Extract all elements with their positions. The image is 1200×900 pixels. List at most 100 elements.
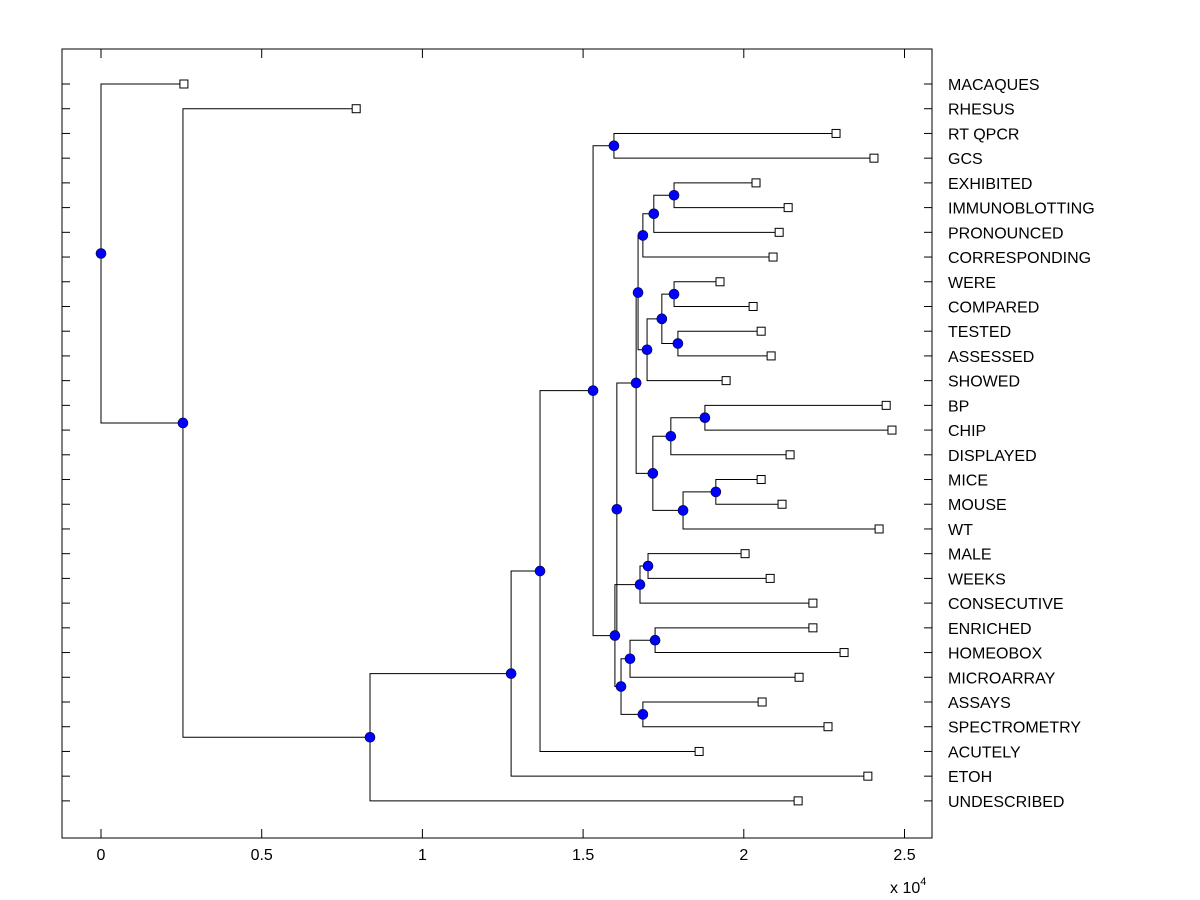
dendrogram-link — [646, 349, 727, 382]
leaf-label: HOMEOBOX — [948, 646, 1043, 663]
dendrogram-link — [642, 701, 763, 715]
dendrogram-link — [715, 479, 762, 492]
leaf-marker — [808, 598, 818, 608]
dendrogram-link — [682, 491, 716, 511]
leaf-label: ENRICHED — [948, 621, 1032, 638]
cluster-node-marker — [364, 731, 376, 743]
cluster-node-marker — [710, 486, 722, 498]
leaf-label: MACAQUES — [948, 77, 1040, 94]
dendrogram-link — [629, 639, 656, 659]
dendrogram-link — [635, 382, 653, 474]
cluster-node-marker — [634, 579, 646, 590]
dendrogram-link — [539, 571, 700, 752]
dendrogram-link — [616, 382, 637, 510]
leaf-label: UNDESCRIBED — [948, 794, 1064, 811]
leaf-marker — [179, 79, 189, 89]
dendrogram-link — [182, 108, 357, 423]
leaf-marker — [351, 104, 361, 114]
dendrogram-link — [677, 330, 762, 344]
dendrogram-link — [654, 627, 813, 641]
cluster-node-marker — [177, 417, 189, 429]
y-axis-ticks — [62, 83, 932, 802]
axes-frame — [61, 48, 933, 839]
dendrogram-link — [614, 635, 622, 688]
cluster-node-marker — [615, 681, 627, 692]
leaf-markers — [179, 79, 897, 806]
dendrogram-links — [100, 83, 892, 802]
cluster-node-marker — [647, 468, 659, 479]
leaf-label: CORRESPONDING — [948, 250, 1091, 267]
leaf-label: WEEKS — [948, 571, 1006, 588]
cluster-node-marker — [624, 653, 636, 665]
dendrogram-link — [510, 570, 541, 674]
dendrogram-link — [682, 510, 880, 530]
x-multiplier-label: x 104 — [890, 876, 926, 897]
cluster-node-marker — [641, 344, 653, 356]
dendrogram-link — [673, 182, 757, 196]
leaf-label: WERE — [948, 275, 996, 292]
dendrogram-link — [653, 213, 780, 233]
leaf-label: IMMUNOBLOTTING — [948, 201, 1095, 218]
cluster-node-marker — [668, 189, 680, 201]
leaf-label: EXHIBITED — [948, 176, 1032, 193]
cluster-node-marker — [699, 412, 711, 424]
leaf-marker — [874, 524, 884, 534]
cluster-node-marker — [534, 565, 546, 577]
x-axis-ticks: 0 0.5 1 1.5 2 2.5 — [97, 49, 916, 864]
dendrogram-link — [653, 194, 675, 214]
leaf-label: GCS — [948, 151, 983, 168]
leaf-marker — [694, 746, 704, 756]
cluster-node-marker — [608, 140, 620, 152]
cluster-node-marker — [630, 377, 642, 389]
dendrogram-link — [642, 235, 774, 258]
dendrogram-link — [592, 145, 614, 391]
dendrogram-link — [652, 473, 684, 511]
leaf-label: ASSESSED — [948, 349, 1034, 366]
leaf-marker — [887, 425, 897, 435]
dendrogram-link — [642, 714, 829, 728]
leaf-marker — [863, 771, 873, 781]
leaf-marker — [774, 227, 784, 237]
cluster-node-marker — [665, 430, 677, 442]
cluster-node-marker — [637, 709, 649, 720]
x-tick-label: 0 — [97, 847, 106, 864]
dendrogram-link — [369, 673, 512, 738]
dendrogram-link — [654, 640, 845, 654]
cluster-node-marker — [649, 634, 661, 646]
cluster-node-marker — [505, 668, 517, 679]
dendrogram-link — [510, 673, 868, 777]
x-tick-label: 1.5 — [572, 847, 594, 864]
leaf-marker — [793, 796, 803, 806]
cluster-node-marker — [637, 230, 649, 241]
leaf-marker — [721, 376, 731, 386]
leaf-marker — [751, 178, 761, 188]
cluster-node-marker — [648, 208, 660, 220]
dendrogram-link — [670, 436, 791, 456]
dendrogram-link — [673, 195, 789, 209]
leaf-label: MOUSE — [948, 497, 1007, 514]
dendrogram-link — [620, 686, 643, 715]
dendrogram-link — [670, 417, 705, 437]
dendrogram-link — [100, 253, 183, 424]
dendrogram-link — [647, 553, 746, 567]
leaf-label: MICE — [948, 473, 988, 490]
cluster-node-marker — [668, 288, 680, 300]
cluster-node-marker — [632, 287, 644, 298]
dendrogram-link — [677, 343, 772, 357]
cluster-node-marker — [656, 313, 668, 325]
dendrogram-link — [629, 658, 800, 678]
leaf-marker — [777, 499, 787, 509]
dendrogram-link — [613, 145, 874, 159]
leaf-marker — [748, 301, 758, 311]
leaf-label: ASSAYS — [948, 695, 1011, 712]
dendrogram-link — [704, 417, 892, 431]
dendrogram-link — [715, 491, 783, 505]
leaf-marker — [869, 153, 879, 163]
dendrogram-link — [592, 390, 615, 637]
cluster-node-marker — [642, 560, 654, 572]
dendrogram-link — [652, 435, 671, 474]
cluster-node-marker — [611, 503, 623, 515]
leaf-label: CONSECUTIVE — [948, 596, 1064, 613]
dendrogram-link — [637, 292, 648, 351]
